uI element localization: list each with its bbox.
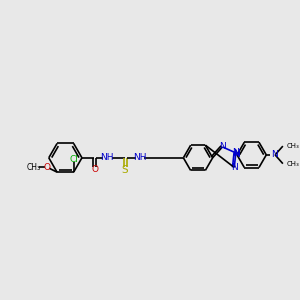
Text: O: O [44,163,51,172]
Text: CH₃: CH₃ [27,163,41,172]
Text: N: N [232,148,239,158]
Text: O: O [91,165,98,174]
Text: CH₃: CH₃ [287,143,299,149]
Text: N: N [231,163,238,172]
Text: N: N [271,150,278,159]
Text: N: N [219,142,226,152]
Text: S: S [122,164,128,175]
Text: Cl: Cl [69,155,78,164]
Text: CH₃: CH₃ [287,161,299,167]
Text: NH: NH [133,153,146,162]
Text: NH: NH [100,153,114,162]
Text: N: N [233,150,240,159]
Text: N: N [233,149,239,158]
